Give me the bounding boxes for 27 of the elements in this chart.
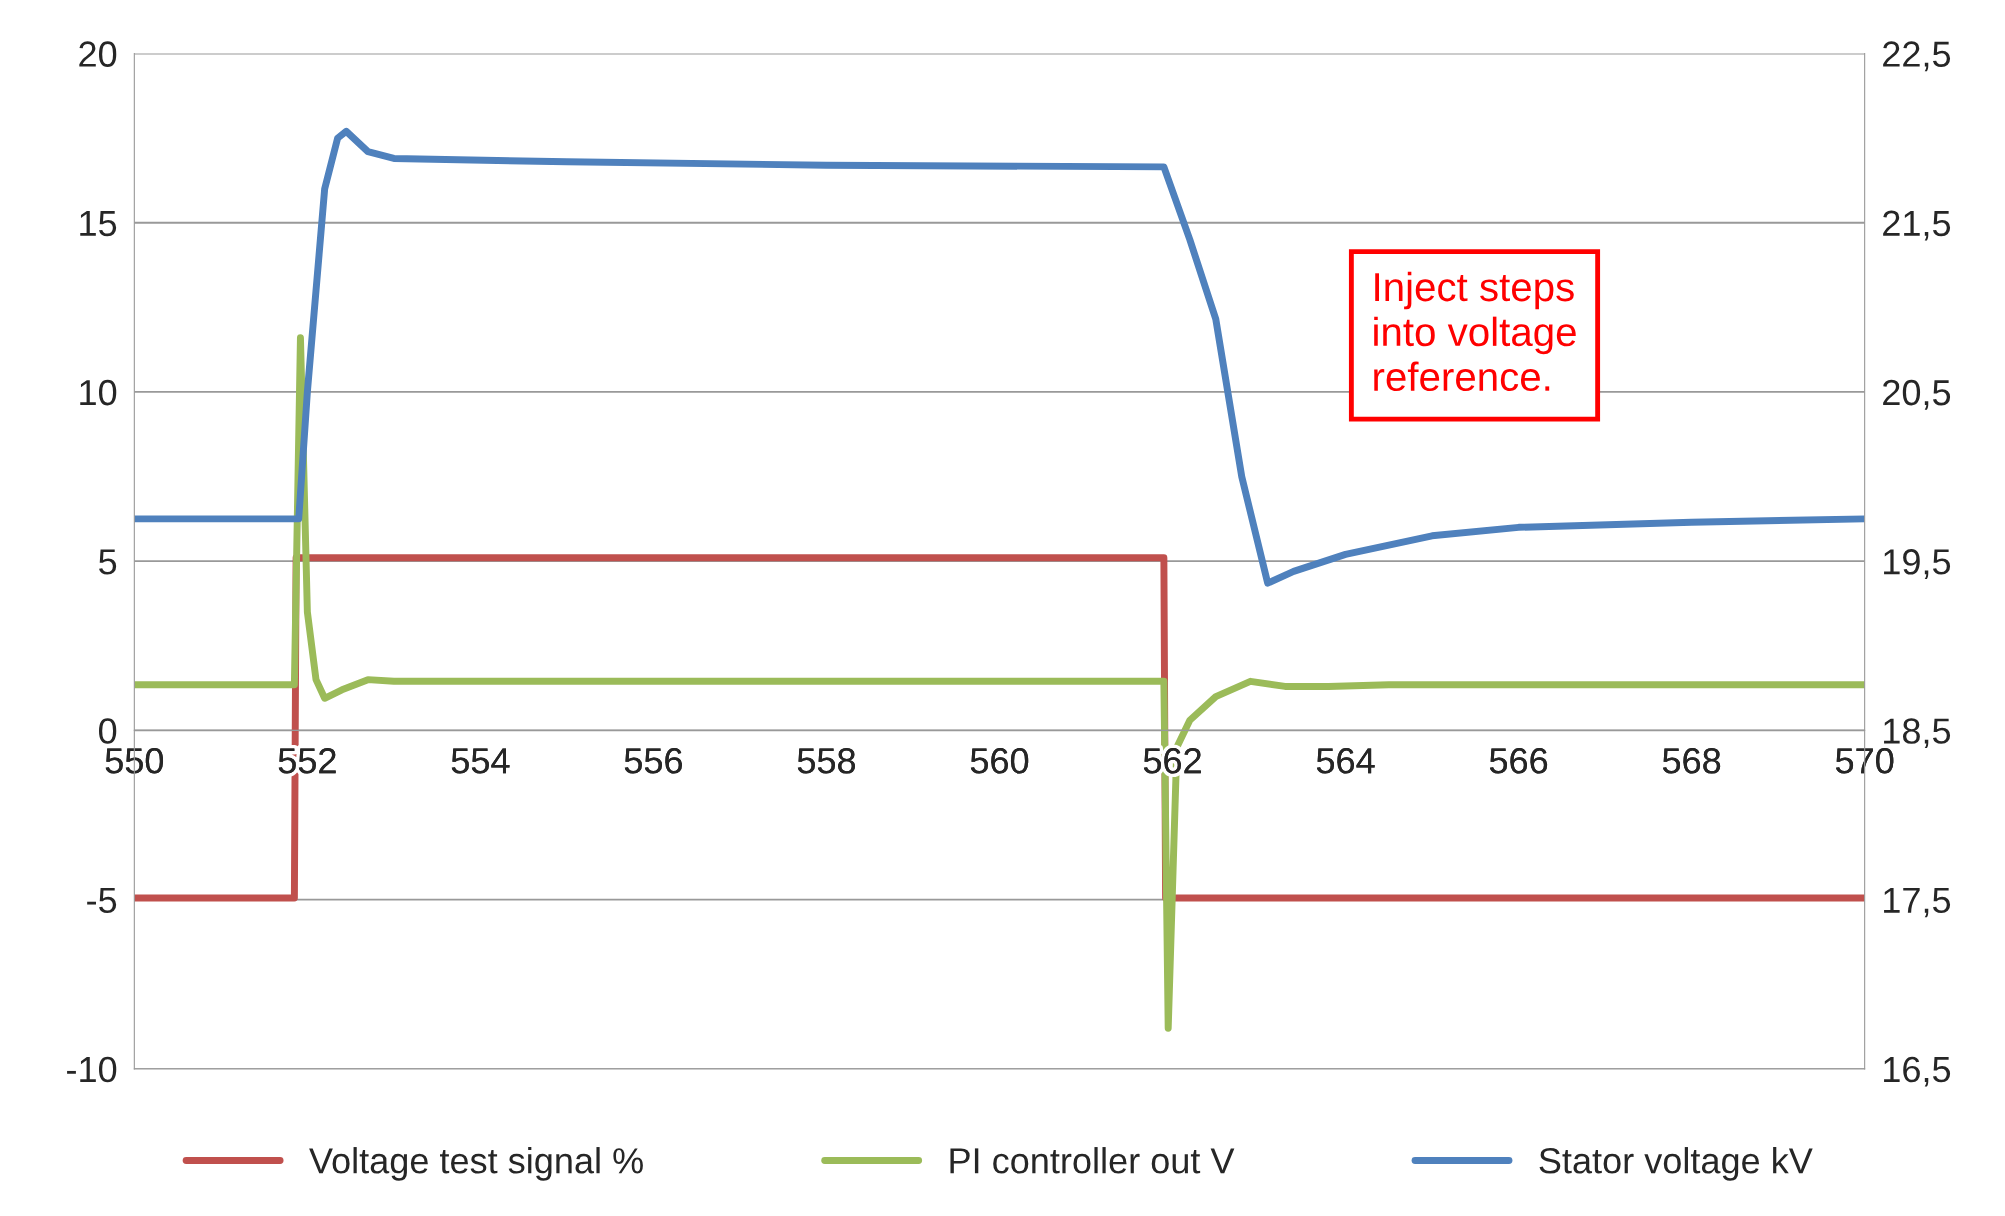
annotation: Inject steps into voltage reference. <box>1374 271 1576 392</box>
x-tick-label: 568 <box>1662 748 1721 774</box>
y2-tick-label: 20,5 <box>1883 379 1951 410</box>
y2-tick-label: 19,5 <box>1884 549 1951 579</box>
y-tick-label: 0 <box>99 718 117 744</box>
legend-label: Stator voltage kV <box>1539 1147 1813 1181</box>
y2-tick-label: 16,5 <box>1884 1056 1951 1087</box>
x-tick-label: 560 <box>970 748 1029 774</box>
y2-tick-label: 21,5 <box>1883 210 1951 241</box>
x-tick-label: 556 <box>624 748 682 774</box>
y2-tick-label: 18,5 <box>1884 718 1951 749</box>
y-tick-label: 10 <box>80 379 117 406</box>
x-tick-label: 558 <box>797 748 856 774</box>
x-tick-label: 554 <box>451 748 510 774</box>
y-tick-label: 15 <box>80 210 117 237</box>
x-tick-label: 566 <box>1489 748 1548 774</box>
y2-tick-label: 17,5 <box>1884 887 1951 918</box>
x-tick-label: 570 <box>1835 748 1894 774</box>
y-tick-label: 5 <box>99 549 117 575</box>
legend-label: Voltage test signal % <box>309 1147 643 1181</box>
y-tick-label: -5 <box>87 887 117 914</box>
y-tick-label: -10 <box>67 1056 117 1083</box>
x-tick-label: 550 <box>105 748 164 774</box>
x-tick-label: 564 <box>1316 748 1375 774</box>
y-tick-label: 20 <box>79 41 117 67</box>
y2-tick-label: 22,5 <box>1883 41 1951 72</box>
legend-label: PI controller out V <box>950 1147 1235 1174</box>
